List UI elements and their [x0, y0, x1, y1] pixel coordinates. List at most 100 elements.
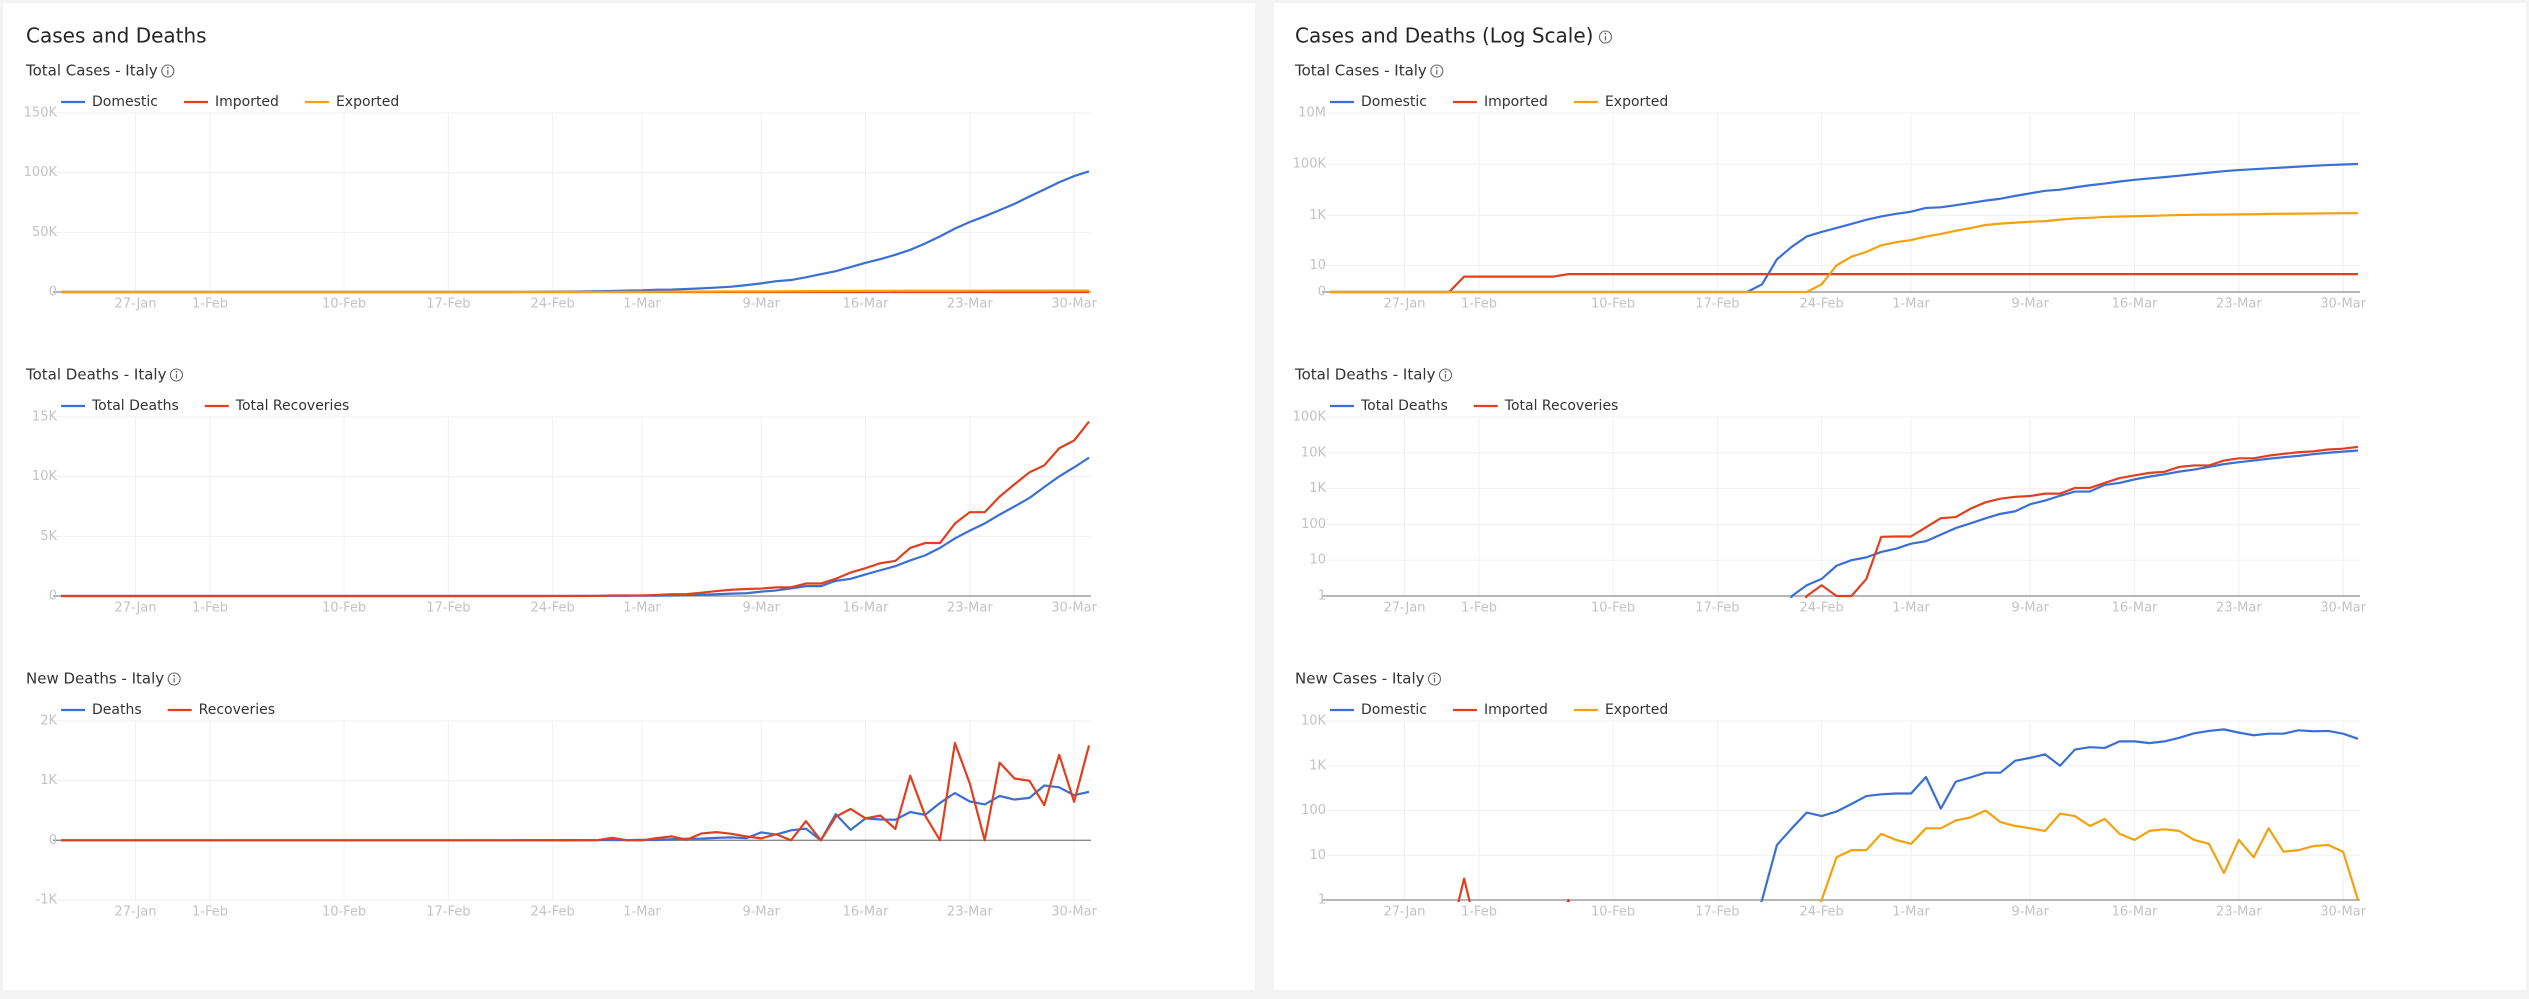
y-tick-label: 15K: [32, 410, 58, 425]
x-tick-label: 10-Feb: [1591, 297, 1635, 312]
x-tick-label: 23-Mar: [2216, 601, 2262, 616]
info-circle: [161, 64, 175, 78]
legend-item: Total Deaths: [1330, 398, 1448, 414]
chart-title: New Deaths - Italy: [26, 670, 164, 688]
x-tick-label: 30-Mar: [1051, 905, 1097, 920]
x-tick-label: 1-Feb: [1461, 905, 1497, 920]
x-tick-label: 9-Mar: [742, 905, 780, 920]
y-tick-label: -1K: [36, 893, 58, 908]
x-tick-label: 17-Feb: [426, 905, 470, 920]
x-tick-label: 1-Mar: [1892, 297, 1930, 312]
y-tick-label: 10K: [32, 469, 58, 484]
series-line: [1819, 809, 2360, 902]
info-circle: [1598, 30, 1613, 44]
panel: [3, 3, 1255, 990]
legend-item: Recoveries: [167, 702, 275, 718]
x-tick-label: 30-Mar: [2320, 905, 2366, 920]
x-tick-label: 9-Mar: [2011, 297, 2049, 312]
panel-title: Cases and Deaths (Log Scale): [1295, 24, 1593, 48]
info-dot: [173, 674, 176, 677]
x-tick-label: 16-Mar: [2112, 601, 2158, 616]
series-line: [1330, 212, 2359, 294]
x-tick-label: 16-Mar: [843, 297, 889, 312]
info-circle: [1438, 368, 1453, 382]
legend-label: Imported: [1484, 94, 1548, 110]
legend-label: Total Recoveries: [235, 398, 350, 414]
x-tick-label: 16-Mar: [2112, 297, 2158, 312]
info-icon: [167, 672, 181, 686]
legend-item: Exported: [304, 94, 399, 110]
x-tick-label: 24-Feb: [531, 297, 575, 312]
legend-item: Total Deaths: [61, 398, 179, 414]
info-icon: [1427, 672, 1442, 686]
x-tick-label: 30-Mar: [1051, 297, 1097, 312]
legend-item: Exported: [1573, 94, 1668, 110]
x-tick-label: 17-Feb: [1695, 601, 1739, 616]
x-tick-label: 23-Mar: [947, 601, 993, 616]
info-dot: [1435, 66, 1438, 69]
legend-item: Domestic: [61, 94, 158, 110]
x-tick-label: 1-Feb: [192, 601, 228, 616]
legend-item: Imported: [1452, 702, 1548, 718]
panel-title: Cases and Deaths: [26, 24, 207, 48]
y-tick-label: 1: [1318, 893, 1326, 908]
chart-title: Total Deaths - Italy: [25, 366, 167, 384]
x-tick-label: 1-Feb: [192, 905, 228, 920]
x-tick-label: 9-Mar: [742, 297, 780, 312]
y-tick-label: 100: [1301, 803, 1326, 818]
x-tick-label: 10-Feb: [322, 601, 366, 616]
x-tick-label: 24-Feb: [1800, 601, 1844, 616]
y-tick-label: 10K: [1301, 445, 1327, 460]
y-tick-label: 1: [1318, 589, 1326, 604]
y-tick-label: 1K: [1309, 758, 1326, 773]
chart: Total Cases - Italy Domestic Imported Expor…: [1293, 62, 2367, 312]
y-tick-label: 0: [49, 589, 57, 604]
info-icon: [169, 368, 184, 382]
legend-label: Exported: [336, 94, 399, 110]
y-tick-label: 2K: [40, 714, 57, 729]
series-line: [1789, 449, 2359, 598]
x-tick-label: 17-Feb: [1695, 297, 1739, 312]
x-tick-label: 17-Feb: [426, 601, 470, 616]
x-tick-label: 27-Jan: [1383, 601, 1425, 616]
legend-label: Total Deaths: [1360, 398, 1448, 414]
info-circle: [169, 368, 184, 382]
x-tick-label: 9-Mar: [742, 601, 780, 616]
legend-item: Imported: [183, 94, 279, 110]
y-tick-label: 100K: [1293, 410, 1327, 425]
legend-label: Recoveries: [199, 702, 275, 718]
legend-label: Imported: [1484, 702, 1548, 718]
info-dot: [1444, 370, 1447, 373]
chart-title: New Cases - Italy: [1295, 670, 1425, 688]
info-icon: [1430, 64, 1444, 78]
info-circle: [1430, 64, 1444, 78]
x-tick-label: 27-Jan: [114, 905, 156, 920]
legend-label: Imported: [215, 94, 279, 110]
y-tick-label: 10: [1309, 258, 1326, 273]
x-tick-label: 10-Feb: [1591, 905, 1635, 920]
legend-item: Domestic: [1330, 702, 1427, 718]
info-dot: [175, 370, 178, 373]
legend-label: Total Recoveries: [1504, 398, 1619, 414]
x-tick-label: 27-Jan: [114, 601, 156, 616]
chart-title: Total Cases - Italy: [1294, 62, 1427, 80]
y-tick-label: 150K: [24, 106, 58, 121]
info-dot: [1604, 32, 1607, 35]
x-tick-label: 23-Mar: [947, 905, 993, 920]
x-tick-label: 30-Mar: [2320, 601, 2366, 616]
y-tick-label: 0: [49, 285, 57, 300]
legend-label: Total Deaths: [91, 398, 179, 414]
info-circle: [167, 672, 181, 686]
x-tick-label: 9-Mar: [2011, 601, 2049, 616]
x-tick-label: 10-Feb: [1591, 601, 1635, 616]
legend-item: Deaths: [61, 702, 142, 718]
x-tick-label: 16-Mar: [2112, 905, 2158, 920]
info-dot: [1433, 674, 1436, 677]
y-tick-label: 0: [1318, 285, 1326, 300]
legend-label: Exported: [1605, 94, 1668, 110]
series-line: [1330, 273, 2358, 294]
y-tick-label: 10M: [1298, 106, 1326, 121]
legend-item: Exported: [1573, 702, 1668, 718]
series-line: [61, 289, 1089, 294]
